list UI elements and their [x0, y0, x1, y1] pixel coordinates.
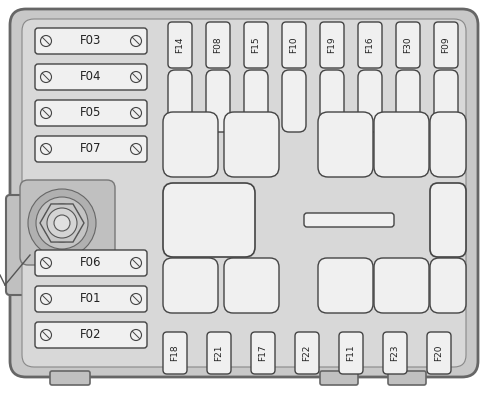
Text: F22: F22 [302, 345, 311, 361]
Circle shape [40, 107, 52, 118]
Circle shape [131, 293, 141, 305]
Circle shape [54, 215, 70, 231]
Circle shape [40, 258, 52, 269]
FancyBboxPatch shape [318, 258, 373, 313]
Text: F18: F18 [170, 345, 180, 361]
Text: F03: F03 [81, 34, 102, 47]
Circle shape [40, 143, 52, 154]
FancyBboxPatch shape [224, 258, 279, 313]
FancyBboxPatch shape [282, 70, 306, 132]
Text: F08: F08 [214, 37, 222, 53]
FancyBboxPatch shape [427, 332, 451, 374]
Circle shape [36, 197, 88, 249]
FancyBboxPatch shape [10, 9, 478, 377]
FancyBboxPatch shape [388, 371, 426, 385]
FancyBboxPatch shape [163, 332, 187, 374]
FancyBboxPatch shape [295, 332, 319, 374]
FancyBboxPatch shape [374, 112, 429, 177]
FancyBboxPatch shape [434, 22, 458, 68]
FancyBboxPatch shape [168, 70, 192, 132]
Text: F16: F16 [365, 37, 375, 53]
Text: F14: F14 [175, 37, 185, 53]
Text: F17: F17 [258, 345, 268, 361]
Text: F15: F15 [251, 37, 261, 53]
FancyBboxPatch shape [206, 70, 230, 132]
Circle shape [47, 208, 77, 238]
FancyBboxPatch shape [6, 195, 28, 295]
FancyBboxPatch shape [282, 22, 306, 68]
FancyBboxPatch shape [35, 286, 147, 312]
Circle shape [131, 258, 141, 269]
Circle shape [40, 293, 52, 305]
Circle shape [131, 329, 141, 340]
FancyBboxPatch shape [358, 70, 382, 132]
FancyBboxPatch shape [396, 70, 420, 132]
FancyBboxPatch shape [224, 112, 279, 177]
FancyBboxPatch shape [339, 332, 363, 374]
FancyBboxPatch shape [320, 70, 344, 132]
FancyBboxPatch shape [20, 180, 115, 265]
Text: F02: F02 [80, 329, 102, 342]
FancyBboxPatch shape [163, 258, 218, 313]
FancyBboxPatch shape [434, 70, 458, 132]
FancyBboxPatch shape [35, 322, 147, 348]
Text: F11: F11 [347, 345, 355, 361]
Circle shape [131, 36, 141, 47]
Text: F20: F20 [435, 345, 443, 361]
FancyBboxPatch shape [35, 100, 147, 126]
Circle shape [43, 204, 81, 242]
FancyBboxPatch shape [35, 250, 147, 276]
FancyBboxPatch shape [320, 22, 344, 68]
Text: F01: F01 [80, 293, 102, 305]
Text: F09: F09 [441, 37, 451, 53]
Circle shape [40, 71, 52, 83]
Circle shape [28, 189, 96, 257]
FancyBboxPatch shape [358, 22, 382, 68]
FancyBboxPatch shape [430, 183, 466, 257]
FancyBboxPatch shape [430, 112, 466, 177]
Text: F06: F06 [80, 256, 102, 269]
FancyBboxPatch shape [244, 22, 268, 68]
Text: F05: F05 [81, 107, 102, 120]
FancyBboxPatch shape [318, 112, 373, 177]
Circle shape [54, 215, 70, 231]
FancyBboxPatch shape [35, 64, 147, 90]
Text: F19: F19 [327, 37, 336, 53]
FancyBboxPatch shape [50, 371, 90, 385]
FancyBboxPatch shape [163, 183, 255, 257]
Circle shape [131, 71, 141, 83]
Text: F10: F10 [290, 37, 299, 53]
FancyBboxPatch shape [430, 258, 466, 313]
Text: F21: F21 [215, 345, 223, 361]
Text: F23: F23 [390, 345, 400, 361]
FancyBboxPatch shape [35, 28, 147, 54]
FancyBboxPatch shape [396, 22, 420, 68]
FancyBboxPatch shape [320, 371, 358, 385]
Circle shape [40, 329, 52, 340]
FancyBboxPatch shape [304, 213, 394, 227]
Text: F04: F04 [80, 70, 102, 83]
Circle shape [131, 107, 141, 118]
Text: F30: F30 [404, 37, 412, 53]
FancyBboxPatch shape [168, 22, 192, 68]
Text: F07: F07 [80, 143, 102, 156]
FancyBboxPatch shape [163, 112, 218, 177]
FancyBboxPatch shape [383, 332, 407, 374]
FancyBboxPatch shape [22, 19, 466, 367]
Circle shape [131, 143, 141, 154]
FancyBboxPatch shape [251, 332, 275, 374]
FancyBboxPatch shape [35, 136, 147, 162]
FancyBboxPatch shape [206, 22, 230, 68]
Circle shape [49, 210, 75, 236]
FancyBboxPatch shape [374, 258, 429, 313]
FancyBboxPatch shape [207, 332, 231, 374]
FancyBboxPatch shape [244, 70, 268, 132]
Circle shape [40, 36, 52, 47]
